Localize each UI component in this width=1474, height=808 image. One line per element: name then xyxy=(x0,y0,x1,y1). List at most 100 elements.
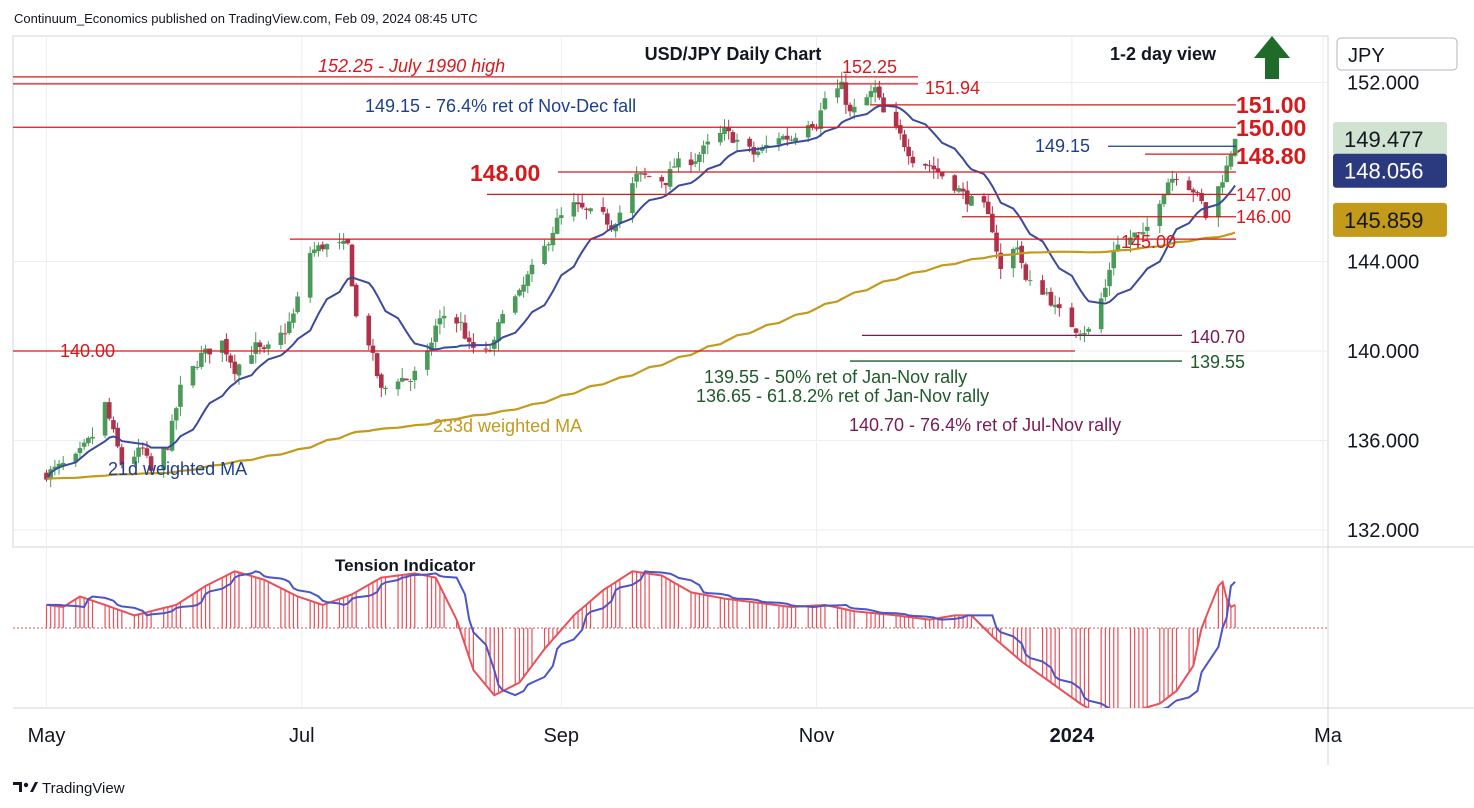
candle-body xyxy=(144,448,150,456)
candle-body xyxy=(1111,250,1117,269)
candle-body xyxy=(1216,186,1221,218)
candle-body xyxy=(579,202,585,208)
candle xyxy=(282,323,288,345)
candle-body xyxy=(692,161,698,164)
candle xyxy=(839,71,844,90)
candle xyxy=(1048,287,1054,307)
candle-body xyxy=(613,223,618,232)
candle-body xyxy=(617,212,623,223)
candle-body xyxy=(349,244,355,287)
level-label: 151.00 xyxy=(1236,92,1306,118)
candle xyxy=(102,401,108,439)
candle-body xyxy=(1040,280,1045,295)
candle xyxy=(496,319,501,351)
candle xyxy=(676,151,681,172)
candle-body xyxy=(1128,237,1133,245)
candle-body xyxy=(190,365,196,386)
candle-body xyxy=(1010,248,1016,269)
candle-body xyxy=(663,182,669,186)
candle xyxy=(923,163,928,170)
price-tag-bg xyxy=(1333,202,1447,237)
candle xyxy=(374,352,380,379)
candle-body xyxy=(466,337,472,342)
candle-body xyxy=(805,125,811,138)
candle-body xyxy=(483,348,489,350)
candle xyxy=(542,239,547,266)
price-tag-value: 149.477 xyxy=(1344,127,1424,152)
candle-body xyxy=(1082,332,1087,335)
candle xyxy=(399,367,405,383)
indicator-title: Tension Indicator xyxy=(335,556,476,575)
candle-body xyxy=(1015,247,1020,250)
currency-selector[interactable] xyxy=(1336,37,1458,71)
publisher-note: Continuum_Economics published on Trading… xyxy=(14,11,478,26)
candle-body xyxy=(345,239,351,244)
candle-body xyxy=(814,128,819,130)
annotation-label: 152.25 xyxy=(842,57,897,77)
candle xyxy=(780,134,786,141)
candle-body xyxy=(718,132,723,143)
candle xyxy=(525,271,531,294)
candle xyxy=(462,314,468,340)
candle xyxy=(425,343,430,376)
candle xyxy=(500,310,505,324)
candle-body xyxy=(307,253,313,298)
candle xyxy=(818,102,824,137)
candle xyxy=(605,208,610,231)
candle-body xyxy=(1220,182,1225,188)
candle-body xyxy=(705,141,711,145)
candle-body xyxy=(1073,328,1079,333)
candle xyxy=(902,129,907,152)
candle xyxy=(897,119,903,140)
candle xyxy=(634,166,639,188)
candle-body xyxy=(1190,189,1196,193)
candle-body xyxy=(261,347,267,349)
candle xyxy=(558,207,564,225)
candle-body xyxy=(81,442,87,447)
candle-body xyxy=(1098,298,1104,330)
candle xyxy=(232,354,238,382)
candle xyxy=(701,140,706,163)
candle-body xyxy=(383,387,388,390)
candle xyxy=(1073,327,1079,339)
candle xyxy=(579,194,585,210)
candle-body xyxy=(722,127,727,135)
candle xyxy=(366,313,372,350)
candle xyxy=(789,135,794,142)
candle-body xyxy=(320,244,326,250)
candle-body xyxy=(667,168,673,187)
candle-body xyxy=(512,296,518,313)
candle xyxy=(663,182,669,194)
candle-body xyxy=(1228,154,1234,167)
candle xyxy=(730,130,736,144)
candle-body xyxy=(751,147,757,155)
y-tick-label: 144.000 xyxy=(1347,252,1419,274)
candle-body xyxy=(927,165,932,167)
candle-body xyxy=(44,472,49,480)
candle-body xyxy=(952,175,957,191)
candle xyxy=(609,220,614,232)
candle-body xyxy=(964,190,970,205)
candle xyxy=(1144,217,1150,241)
candle xyxy=(492,336,497,356)
candle xyxy=(521,276,526,298)
candle xyxy=(1057,297,1062,317)
candle xyxy=(249,346,254,365)
candle xyxy=(705,133,711,155)
candle xyxy=(307,246,313,303)
candle xyxy=(688,151,694,173)
candle xyxy=(90,427,95,445)
candle xyxy=(115,422,120,449)
candle-body xyxy=(726,127,731,132)
candle xyxy=(985,193,991,215)
candle-body xyxy=(985,201,991,215)
candle-body xyxy=(173,408,179,421)
candle-body xyxy=(994,232,999,252)
candle-body xyxy=(90,436,95,439)
candle-body xyxy=(73,453,79,462)
candle xyxy=(868,84,874,105)
candle-body xyxy=(56,463,62,468)
level-label: 151.94 xyxy=(925,78,980,98)
candle-body xyxy=(353,284,359,317)
